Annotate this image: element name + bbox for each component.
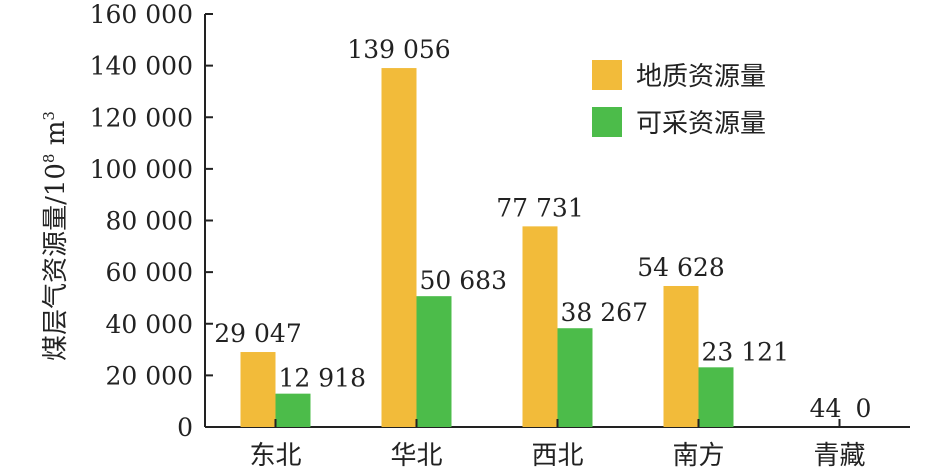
legend-label: 地质资源量 — [636, 62, 766, 92]
x-category-label: 华北 — [390, 441, 442, 471]
x-category-label: 东北 — [249, 441, 301, 471]
y-axis-label-sup1: 8 — [40, 154, 58, 164]
y-tick-label: 120 000 — [90, 103, 193, 132]
bar-geological — [663, 285, 699, 427]
x-category-label: 青藏 — [813, 441, 865, 471]
y-tick-label: 100 000 — [90, 155, 193, 184]
y-axis-label: 煤层气资源量/108 m3 — [40, 111, 71, 361]
data-label: 50 683 — [420, 266, 507, 295]
y-axis-label-main: 煤层气资源量/10 — [41, 163, 71, 361]
y-axis-ticks: 0 20 000 40 000 60 000 80 000 100 000 120 000 1… — [90, 0, 213, 442]
bar-geological — [240, 352, 276, 427]
bar-geological — [381, 68, 417, 427]
y-tick-label: 80 000 — [106, 207, 193, 236]
y-axis-label-sup2: 3 — [40, 111, 58, 121]
data-label: 23 121 — [702, 337, 789, 366]
bar-recoverable — [416, 296, 452, 427]
y-tick-label: 0 — [177, 413, 193, 442]
y-tick-label: 140 000 — [90, 52, 193, 81]
x-axis-categories: 东北 华北 西北 南方 青藏 — [249, 419, 866, 471]
y-axis-label-unit: m — [41, 121, 71, 154]
data-label: 0 — [856, 394, 872, 423]
bar-recoverable — [698, 367, 734, 427]
legend-label: 可采资源量 — [636, 109, 766, 139]
bars — [240, 68, 734, 427]
y-tick-label: 60 000 — [106, 258, 193, 287]
y-tick-label: 160 000 — [90, 0, 193, 29]
bar-geological — [522, 226, 558, 427]
data-labels: 29 047 12 918 139 056 50 683 77 731 38 267 54 … — [214, 35, 871, 423]
data-label: 44 — [810, 394, 842, 423]
data-label: 77 731 — [496, 193, 583, 222]
y-tick-label: 20 000 — [106, 361, 193, 390]
data-label: 54 628 — [637, 253, 724, 282]
x-category-label: 南方 — [672, 441, 724, 471]
legend-swatch — [592, 107, 622, 137]
data-label: 12 918 — [279, 364, 366, 393]
bar-recoverable — [275, 393, 311, 427]
legend-swatch — [592, 60, 622, 90]
y-tick-label: 40 000 — [106, 310, 193, 339]
data-label: 38 267 — [561, 298, 648, 327]
bar-recoverable — [557, 328, 593, 427]
x-category-label: 西北 — [531, 441, 583, 471]
data-label: 29 047 — [214, 319, 301, 348]
data-label: 139 056 — [347, 35, 450, 64]
